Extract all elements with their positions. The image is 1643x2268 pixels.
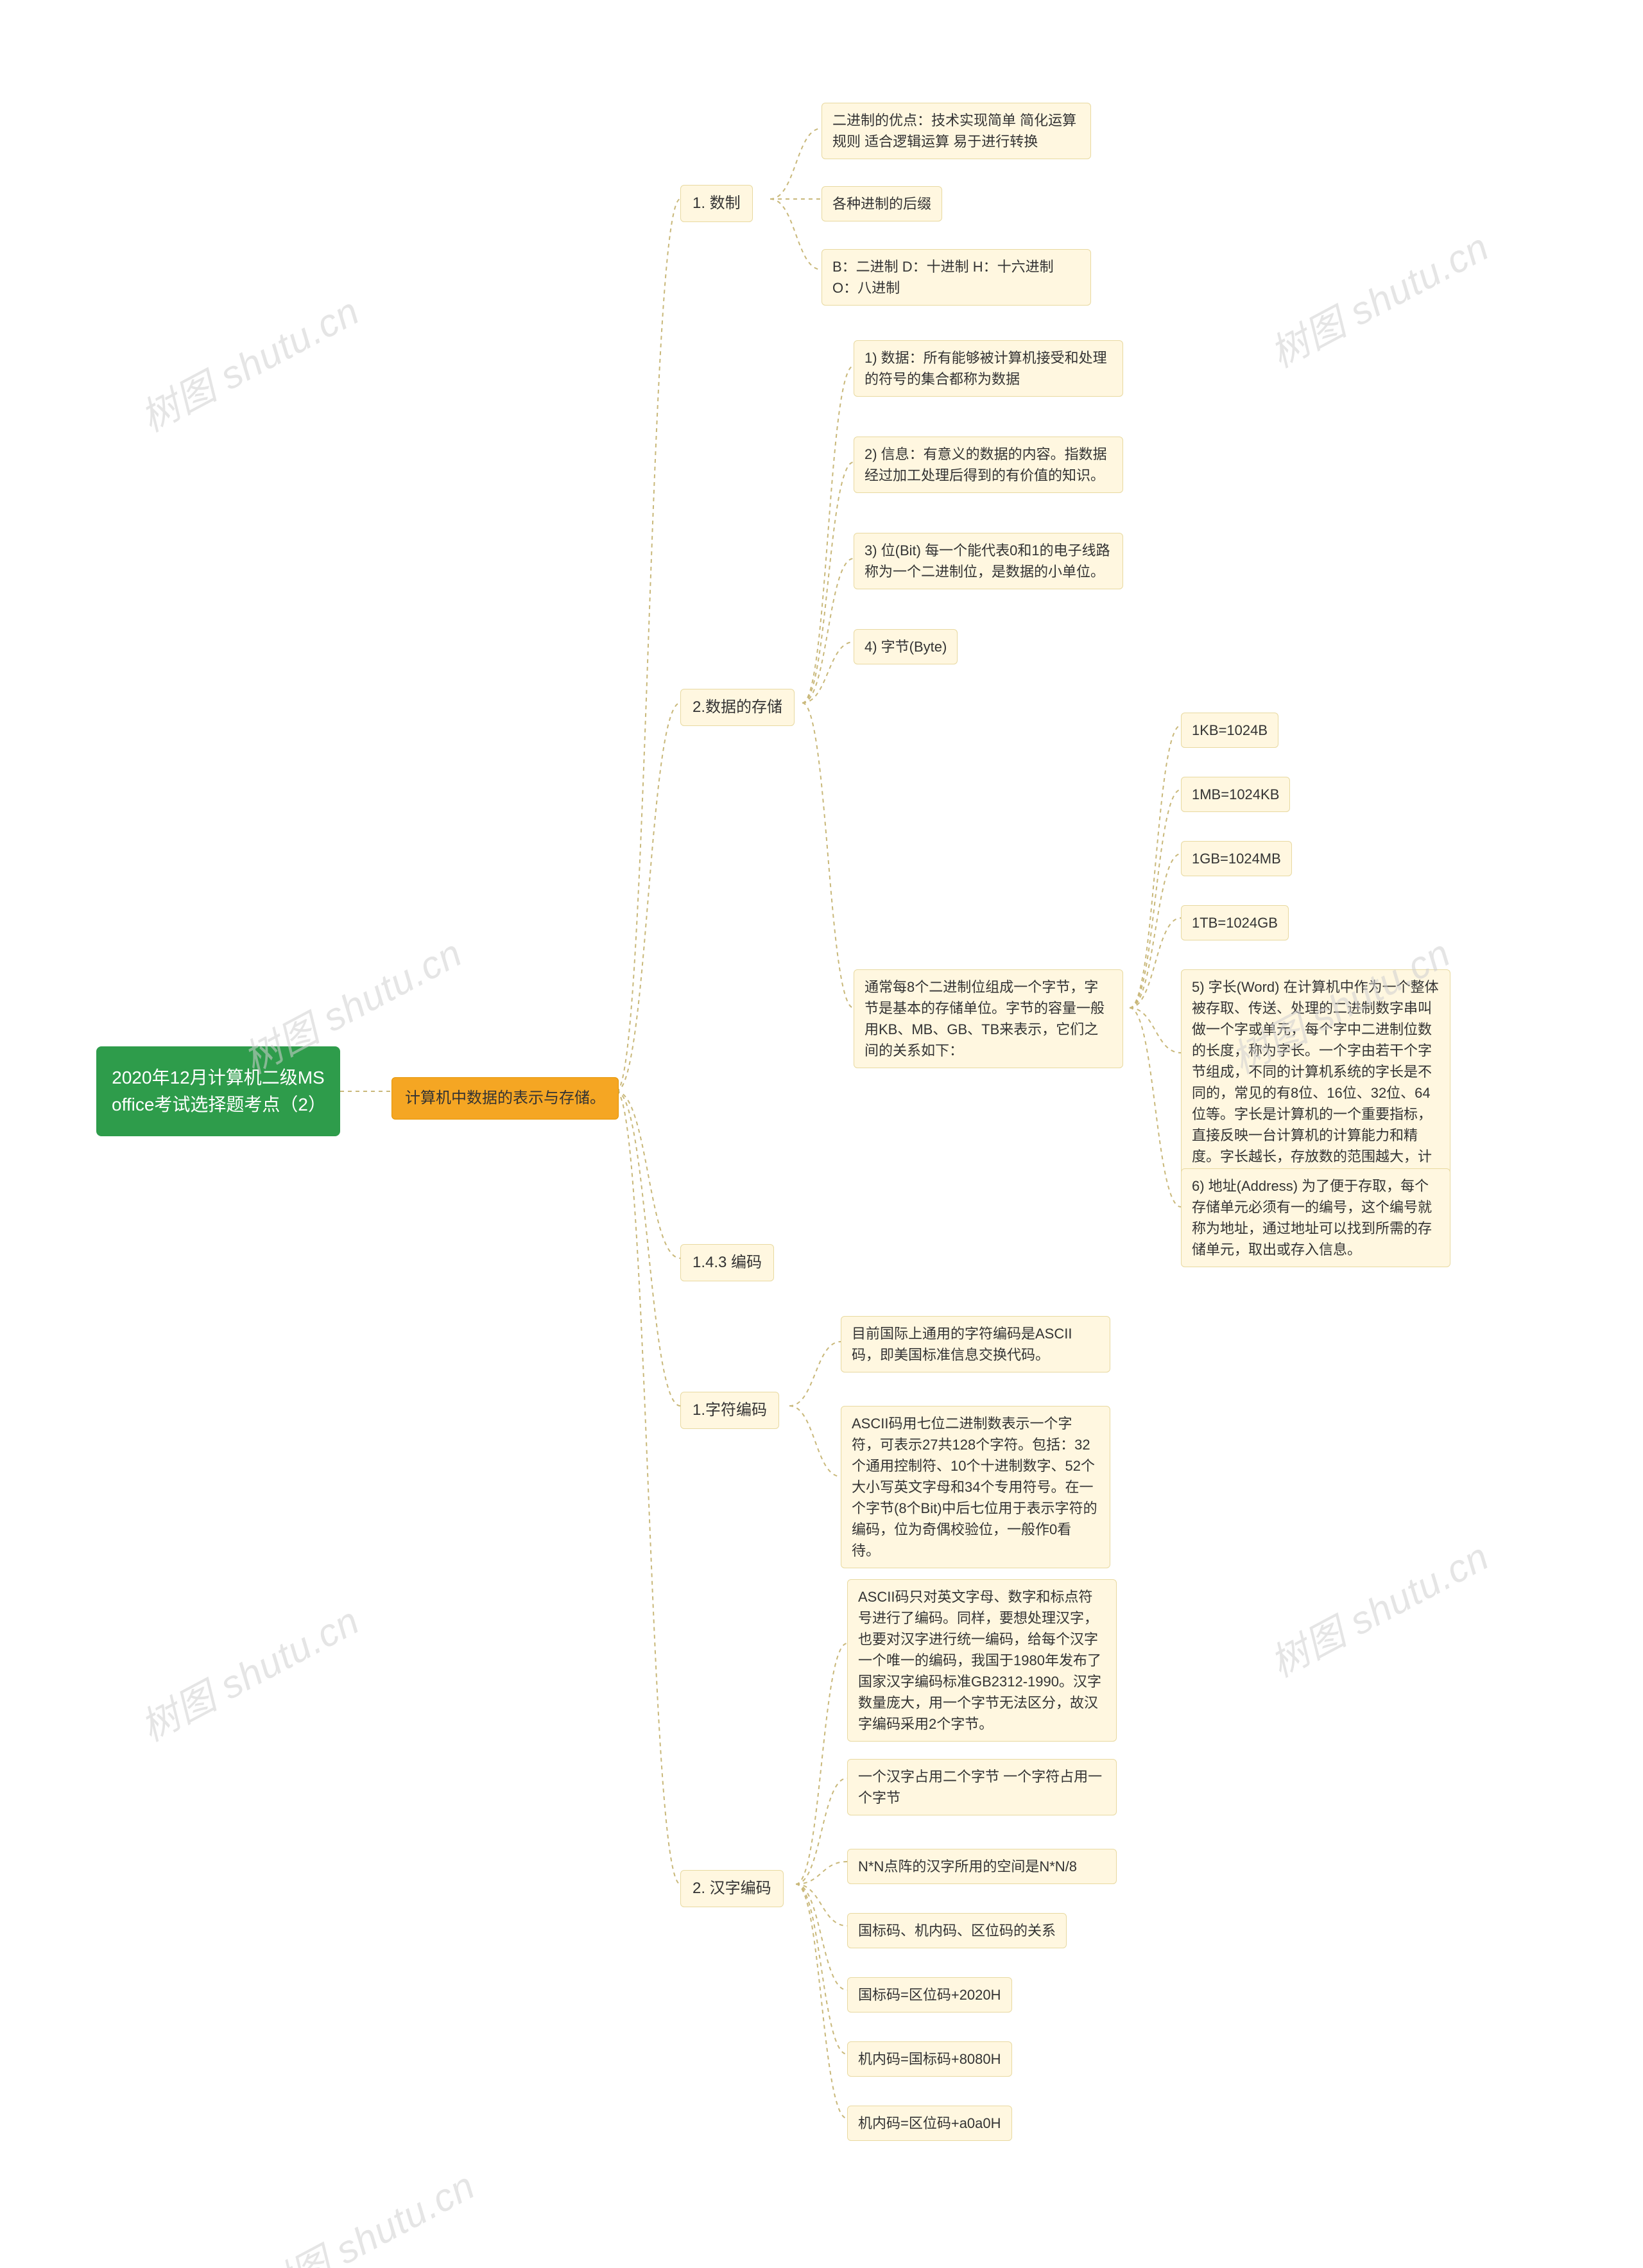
leaf-text: 目前国际上通用的字符编码是ASCII码，即美国标准信息交换代码。 — [852, 1326, 1072, 1363]
leaf-text: 1GB=1024MB — [1192, 851, 1281, 867]
branch-label: 1.字符编码 — [692, 1401, 767, 1419]
leaf-node[interactable]: 机内码=区位码+a0a0H — [847, 2106, 1012, 2141]
branch-label: 2. 汉字编码 — [692, 1880, 771, 1897]
leaf-text: ASCII码用七位二进制数表示一个字符，可表示27共128个字符。包括：32个通… — [852, 1415, 1097, 1559]
leaf-text: N*N点阵的汉字所用的空间是N*N/8 — [858, 1858, 1077, 1874]
leaf-text: 国标码=区位码+2020H — [858, 1987, 1001, 2003]
leaf-node[interactable]: 机内码=国标码+8080H — [847, 2041, 1012, 2077]
leaf-node[interactable]: 3) 位(Bit) 每一个能代表0和1的电子线路称为一个二进制位，是数据的小单位… — [854, 533, 1123, 589]
leaf-text: 1TB=1024GB — [1192, 915, 1278, 931]
leaf-node[interactable]: ASCII码用七位二进制数表示一个字符，可表示27共128个字符。包括：32个通… — [841, 1406, 1110, 1568]
root-node[interactable]: 2020年12月计算机二级MS office考试选择题考点（2） — [96, 1046, 340, 1136]
leaf-node[interactable]: 1GB=1024MB — [1181, 841, 1292, 876]
leaf-node[interactable]: 一个汉字占用二个字节 一个字符占用一个字节 — [847, 1759, 1117, 1815]
branch-node[interactable]: 1.字符编码 — [680, 1392, 779, 1429]
leaf-text: 一个汉字占用二个字节 一个字符占用一个字节 — [858, 1769, 1102, 1806]
watermark-text: 树图 shutu.cn — [129, 281, 368, 443]
leaf-node[interactable]: 二进制的优点：技术实现简单 简化运算规则 适合逻辑运算 易于进行转换 — [822, 103, 1091, 159]
leaf-node[interactable]: 1) 数据：所有能够被计算机接受和处理的符号的集合都称为数据 — [854, 340, 1123, 397]
leaf-node[interactable]: 国标码=区位码+2020H — [847, 1977, 1012, 2013]
leaf-text: 1MB=1024KB — [1192, 786, 1279, 802]
branch-node[interactable]: 1.4.3 编码 — [680, 1244, 774, 1281]
leaf-node[interactable]: 1TB=1024GB — [1181, 905, 1289, 940]
leaf-text: 二进制的优点：技术实现简单 简化运算规则 适合逻辑运算 易于进行转换 — [832, 112, 1076, 150]
leaf-text: 6) 地址(Address) 为了便于存取，每个存储单元必须有一的编号，这个编号… — [1192, 1178, 1432, 1258]
leaf-node[interactable]: 4) 字节(Byte) — [854, 629, 958, 664]
leaf-text: 1) 数据：所有能够被计算机接受和处理的符号的集合都称为数据 — [865, 350, 1107, 387]
leaf-text: 5) 字长(Word) 在计算机中作为一个整体被存取、传送、处理的二进制数字串叫… — [1192, 979, 1439, 1186]
leaf-text: B：二进制 D：十进制 H：十六进制 O：八进制 — [832, 259, 1054, 296]
branch-label: 2.数据的存储 — [692, 698, 782, 716]
lvl1-label: 计算机中数据的表示与存储。 — [405, 1089, 605, 1107]
leaf-node[interactable]: 目前国际上通用的字符编码是ASCII码，即美国标准信息交换代码。 — [841, 1316, 1110, 1372]
leaf-text: 机内码=国标码+8080H — [858, 2051, 1001, 2067]
watermark-text: 树图 shutu.cn — [245, 2155, 483, 2268]
branch-node[interactable]: 2.数据的存储 — [680, 689, 795, 726]
leaf-text: ASCII码只对英文字母、数字和标点符号进行了编码。同样，要想处理汉字，也要对汉… — [858, 1589, 1101, 1732]
leaf-node[interactable]: 5) 字长(Word) 在计算机中作为一个整体被存取、传送、处理的二进制数字串叫… — [1181, 969, 1450, 1195]
leaf-text: 各种进制的后缀 — [832, 196, 931, 212]
leaf-text: 通常每8个二进制位组成一个字节，字节是基本的存储单位。字节的容量一般用KB、MB… — [865, 979, 1105, 1059]
watermark-text: 树图 shutu.cn — [1259, 216, 1497, 379]
leaf-node[interactable]: 1MB=1024KB — [1181, 777, 1290, 812]
leaf-node[interactable]: 通常每8个二进制位组成一个字节，字节是基本的存储单位。字节的容量一般用KB、MB… — [854, 969, 1123, 1068]
leaf-text: 机内码=区位码+a0a0H — [858, 2115, 1001, 2131]
branch-label: 1.4.3 编码 — [692, 1254, 762, 1271]
leaf-text: 国标码、机内码、区位码的关系 — [858, 1923, 1056, 1939]
leaf-text: 1KB=1024B — [1192, 722, 1268, 738]
branch-node[interactable]: 2. 汉字编码 — [680, 1870, 784, 1907]
leaf-node[interactable]: 2) 信息：有意义的数据的内容。指数据经过加工处理后得到的有价值的知识。 — [854, 437, 1123, 493]
watermark-text: 树图 shutu.cn — [129, 1590, 368, 1753]
leaf-text: 4) 字节(Byte) — [865, 639, 947, 655]
branch-node[interactable]: 1. 数制 — [680, 185, 753, 222]
leaf-node[interactable]: ASCII码只对英文字母、数字和标点符号进行了编码。同样，要想处理汉字，也要对汉… — [847, 1579, 1117, 1742]
lvl1-node[interactable]: 计算机中数据的表示与存储。 — [391, 1077, 619, 1120]
leaf-node[interactable]: 1KB=1024B — [1181, 713, 1278, 748]
root-label: 2020年12月计算机二级MS office考试选择题考点（2） — [112, 1068, 326, 1114]
leaf-node[interactable]: B：二进制 D：十进制 H：十六进制 O：八进制 — [822, 249, 1091, 306]
branch-label: 1. 数制 — [692, 195, 741, 212]
leaf-node[interactable]: 各种进制的后缀 — [822, 186, 942, 221]
leaf-text: 3) 位(Bit) 每一个能代表0和1的电子线路称为一个二进制位，是数据的小单位… — [865, 542, 1110, 580]
leaf-node[interactable]: N*N点阵的汉字所用的空间是N*N/8 — [847, 1849, 1117, 1884]
leaf-text: 2) 信息：有意义的数据的内容。指数据经过加工处理后得到的有价值的知识。 — [865, 446, 1107, 483]
watermark-text: 树图 shutu.cn — [1259, 1526, 1497, 1688]
leaf-node[interactable]: 6) 地址(Address) 为了便于存取，每个存储单元必须有一的编号，这个编号… — [1181, 1168, 1450, 1267]
leaf-node[interactable]: 国标码、机内码、区位码的关系 — [847, 1913, 1067, 1948]
